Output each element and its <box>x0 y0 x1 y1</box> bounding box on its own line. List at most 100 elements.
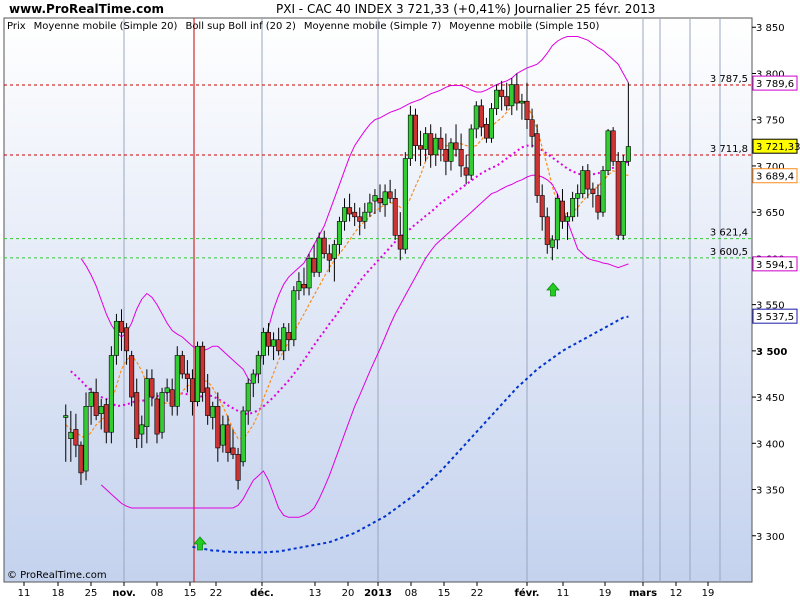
candle-body <box>179 355 185 375</box>
candle-body <box>570 197 576 218</box>
chart-title: PXI - CAC 40 INDEX 3 721,33 (+0,41%) Jou… <box>276 2 656 16</box>
candle-body <box>321 237 327 255</box>
x-tick-label: 25 <box>85 588 98 599</box>
candle-body <box>448 142 454 162</box>
candle-body <box>124 327 130 352</box>
candle-body <box>625 146 631 162</box>
x-tick-label: 19 <box>599 588 612 599</box>
y-tick-label: 3 850 <box>756 23 785 34</box>
x-tick-label: 15 <box>184 588 197 599</box>
x-tick-label: 08 <box>151 588 164 599</box>
candle-body <box>149 378 155 398</box>
price-tag-label: 3 689,4 <box>756 172 794 183</box>
price-tag-label: 3 537,5 <box>756 312 794 323</box>
x-tick-label: déc. <box>250 587 274 599</box>
candle-body <box>580 170 586 194</box>
y-tick-label: 3 800 <box>756 69 785 80</box>
candle-body <box>590 188 596 194</box>
y-tick-label: 3 500 <box>756 347 787 358</box>
candle-body <box>509 84 515 107</box>
legend-item[interactable]: Moyenne mobile (Simple 20) <box>34 21 178 32</box>
candle-body <box>433 137 439 156</box>
candle-body <box>88 392 94 407</box>
candle-body <box>468 128 474 176</box>
candle-body <box>306 258 312 289</box>
candle-body <box>534 133 540 196</box>
y-tick-label: 3 750 <box>756 116 785 127</box>
candle-body <box>483 124 489 139</box>
candle-body <box>412 114 418 146</box>
candle-body <box>620 161 626 236</box>
candle-body <box>189 378 195 403</box>
candle-body <box>519 100 525 104</box>
site-name[interactable]: www.ProRealTime.com <box>9 2 164 16</box>
candle-body <box>585 170 591 190</box>
candle-body <box>230 447 236 455</box>
candle-body <box>423 133 429 150</box>
y-tick-label: 3 450 <box>756 393 785 404</box>
x-tick-label: 13 <box>309 588 322 599</box>
candle-body <box>443 148 449 162</box>
x-tick-label: 22 <box>471 588 484 599</box>
series-line <box>70 144 629 415</box>
candle-body <box>139 424 145 435</box>
candle-body <box>392 197 398 236</box>
candle-body <box>367 202 373 213</box>
candle-body <box>108 355 114 433</box>
x-tick-label: 22 <box>210 588 223 599</box>
buy-signal-arrow-icon <box>546 282 560 297</box>
candle-body <box>407 114 413 159</box>
candle-body <box>220 424 226 446</box>
candle-body <box>494 89 500 109</box>
candle-body <box>78 444 84 474</box>
candle-body <box>93 392 99 416</box>
candle-body <box>154 398 160 435</box>
candle-body <box>387 191 393 199</box>
candle-body <box>281 327 287 352</box>
y-tick-label: 3 650 <box>756 208 785 219</box>
candle-body <box>311 258 317 273</box>
candle-body <box>250 373 256 384</box>
candle-body <box>372 195 378 202</box>
y-tick-label: 3 700 <box>756 162 785 173</box>
candle-body <box>489 108 495 139</box>
series-line <box>80 36 629 385</box>
legend-item[interactable]: Boll sup Boll inf (20 2) <box>185 21 295 32</box>
candle-body <box>134 392 140 439</box>
candle-body <box>600 170 606 213</box>
candle-body <box>605 130 611 171</box>
candle-body <box>377 197 383 204</box>
candle-body <box>428 133 434 156</box>
candle-body <box>554 197 560 241</box>
candle-body <box>357 216 363 222</box>
candle-body <box>113 320 119 356</box>
legend-item[interactable]: Moyenne mobile (Simple 7) <box>304 21 442 32</box>
series-line <box>65 100 629 440</box>
series-line <box>100 174 629 518</box>
series-line <box>192 315 629 554</box>
candle-body <box>68 431 74 439</box>
candle-body <box>565 216 571 222</box>
y-tick-label: 3 350 <box>756 486 785 497</box>
candle-body <box>265 332 271 347</box>
candle-body <box>245 382 251 412</box>
candle-body <box>347 207 353 215</box>
candle-body <box>174 355 180 407</box>
legend-item[interactable]: Prix <box>7 21 26 32</box>
candle-body <box>184 373 190 379</box>
legend-item[interactable]: Moyenne mobile (Simple 150) <box>449 21 599 32</box>
candle-body <box>225 424 231 453</box>
candle-body <box>260 332 266 356</box>
x-tick-label: 11 <box>557 588 570 599</box>
candle-body <box>129 355 135 398</box>
x-tick-label: 08 <box>405 588 418 599</box>
candle-body <box>210 406 216 418</box>
y-tick-label: 3 300 <box>756 532 785 543</box>
x-tick-label: nov. <box>112 588 136 599</box>
candle-body <box>195 345 201 403</box>
candle-body <box>524 100 530 121</box>
x-tick-label: 12 <box>670 588 683 599</box>
buy-signal-arrow-icon <box>193 536 207 551</box>
x-tick-label: mars <box>629 588 657 599</box>
